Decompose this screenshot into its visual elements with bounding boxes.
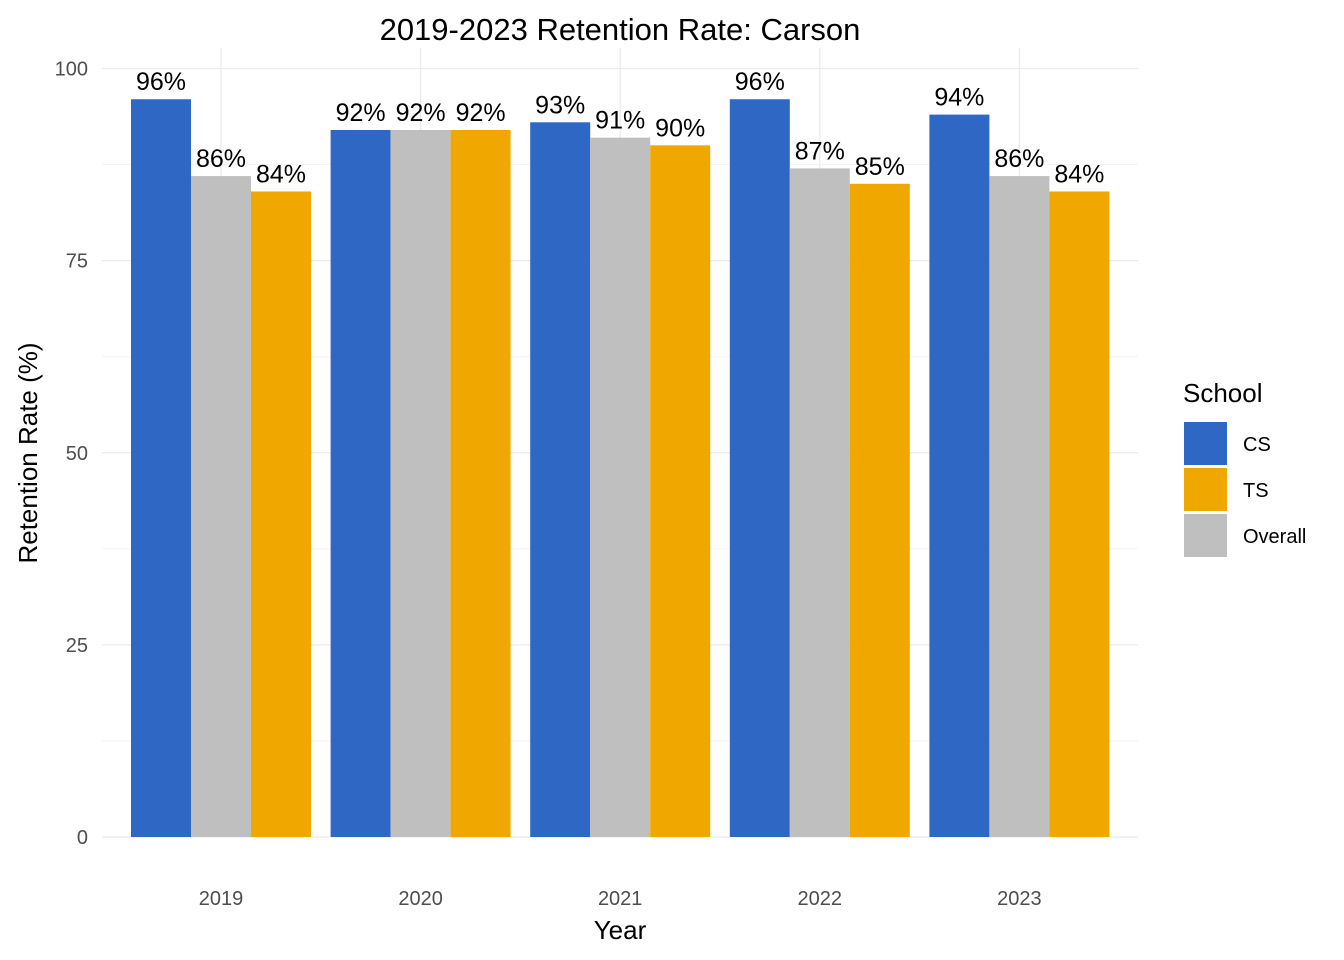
x-axis-title: Year <box>594 915 647 945</box>
data-label-cs-2023: 94% <box>934 84 984 112</box>
data-label-ts-2021: 90% <box>655 114 705 142</box>
bar-overall-2022 <box>789 168 850 837</box>
x-tick-label: 2020 <box>398 888 443 910</box>
x-tick-label: 2022 <box>798 888 843 910</box>
bar-cs-2021 <box>530 122 591 838</box>
legend-key-ts <box>1184 468 1227 511</box>
y-axis-title: Retention Rate (%) <box>13 342 43 563</box>
x-tick-label: 2023 <box>997 888 1042 910</box>
data-label-cs-2022: 96% <box>735 68 785 96</box>
bar-cs-2020 <box>330 129 391 838</box>
chart-title: 2019-2023 Retention Rate: Carson <box>380 12 861 47</box>
y-tick-label: 100 <box>55 59 88 81</box>
legend-key-cs <box>1184 422 1227 465</box>
data-label-overall-2022: 87% <box>795 137 845 165</box>
legend-key-overall <box>1184 514 1227 557</box>
data-labels: 96% 92% 93% 96% 94% 86% 92% 91% 87% 86% 84% 92% 90% 8… <box>136 68 1104 188</box>
bar-overall-2023 <box>989 176 1050 838</box>
bar-ts-2021 <box>650 145 711 838</box>
x-tick-label: 2019 <box>199 888 244 910</box>
data-label-ts-2020: 92% <box>456 99 506 127</box>
bar-ts-2020 <box>450 129 511 838</box>
data-label-overall-2019: 86% <box>196 145 246 173</box>
y-axis-ticks: 0 25 50 75 100 <box>55 59 88 850</box>
bar-ts-2023 <box>1049 191 1110 837</box>
legend-label-cs: CS <box>1243 434 1271 456</box>
bar-overall-2021 <box>590 137 651 838</box>
bar-overall-2020 <box>390 129 451 838</box>
legend-items: CS TS Overall <box>1184 422 1306 557</box>
data-label-overall-2021: 91% <box>595 107 645 135</box>
legend-label-overall: Overall <box>1243 526 1306 548</box>
bar-overall-2019 <box>191 176 251 838</box>
bar-ts-2019 <box>251 191 311 837</box>
bar-ts-2022 <box>849 183 910 837</box>
data-label-ts-2019: 84% <box>256 160 306 188</box>
bar-cs-2022 <box>729 99 790 838</box>
y-tick-label: 0 <box>77 827 88 849</box>
x-axis-ticks: 2019 2020 2021 2022 2023 <box>199 888 1042 910</box>
data-label-cs-2019: 96% <box>136 68 186 96</box>
data-label-ts-2022: 85% <box>855 153 905 181</box>
legend-label-ts: TS <box>1243 480 1269 502</box>
y-tick-label: 50 <box>66 443 88 465</box>
y-tick-label: 25 <box>66 635 88 657</box>
x-tick-label: 2021 <box>598 888 643 910</box>
data-label-cs-2020: 92% <box>336 99 386 127</box>
data-label-overall-2023: 86% <box>994 145 1044 173</box>
data-label-overall-2020: 92% <box>396 99 446 127</box>
bars <box>131 99 1110 838</box>
legend-title: School <box>1183 378 1263 408</box>
y-tick-label: 75 <box>66 251 88 273</box>
data-label-cs-2021: 93% <box>535 91 585 119</box>
bar-cs-2023 <box>929 114 990 838</box>
legend: School CS TS Overall <box>1183 378 1306 557</box>
bar-cs-2019 <box>131 99 191 838</box>
data-label-ts-2023: 84% <box>1054 160 1104 188</box>
